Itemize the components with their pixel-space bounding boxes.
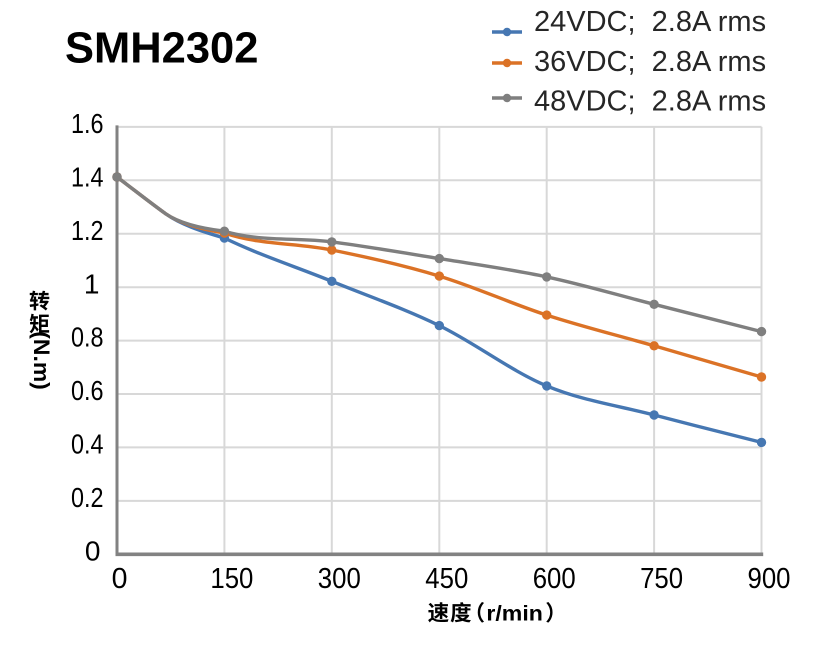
svg-text:(N.m): (N.m)	[29, 331, 54, 390]
svg-text:150: 150	[210, 563, 253, 595]
svg-text:900: 900	[748, 563, 791, 595]
svg-text:0: 0	[112, 563, 128, 595]
svg-text:0.2: 0.2	[71, 482, 104, 513]
svg-text:450: 450	[425, 563, 468, 595]
svg-text:0.8: 0.8	[71, 322, 104, 353]
svg-text:36VDC; 2.8A rms: 36VDC; 2.8A rms	[534, 46, 766, 78]
svg-text:1.6: 1.6	[71, 108, 104, 139]
svg-text:SMH2302: SMH2302	[65, 25, 258, 73]
svg-text:0.6: 0.6	[71, 375, 104, 406]
svg-text:0: 0	[85, 535, 101, 566]
svg-text:r/min: r/min	[486, 602, 543, 626]
svg-text:48VDC; 2.8A rms: 48VDC; 2.8A rms	[534, 86, 766, 118]
svg-text:24VDC; 2.8A rms: 24VDC; 2.8A rms	[534, 6, 766, 38]
svg-text:1.2: 1.2	[71, 215, 104, 246]
svg-text:1.4: 1.4	[71, 162, 104, 193]
svg-text:1: 1	[84, 268, 100, 299]
svg-text:600: 600	[533, 563, 576, 595]
svg-text:300: 300	[318, 563, 361, 595]
svg-text:750: 750	[640, 563, 683, 595]
svg-text:0.4: 0.4	[71, 429, 104, 460]
